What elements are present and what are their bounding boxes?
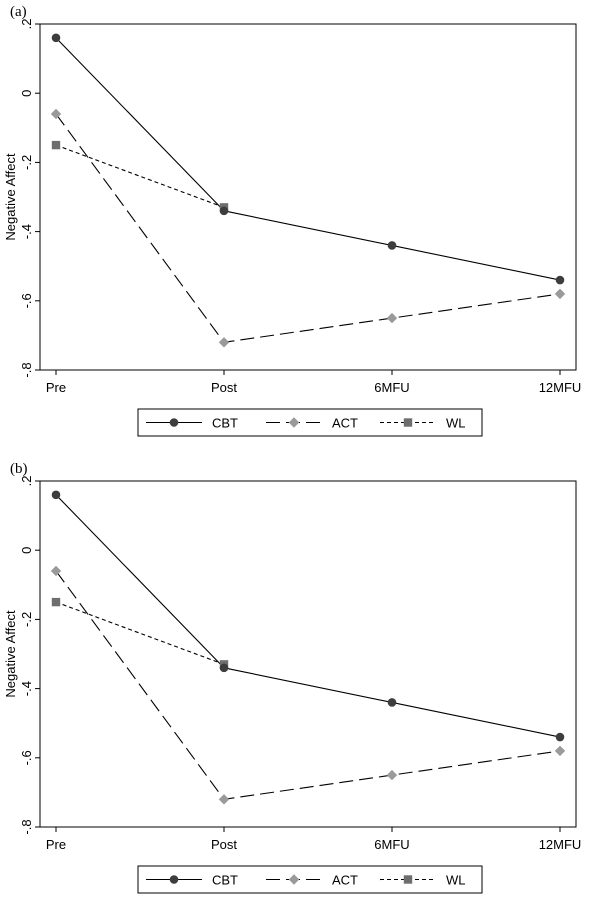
y-tick-label: -.6	[19, 293, 34, 308]
data-point-act	[554, 288, 566, 300]
y-tick-label: -.8	[19, 819, 34, 834]
series-line-wl	[55, 144, 225, 208]
series-line-wl	[55, 601, 225, 665]
x-tick-label: Pre	[46, 380, 66, 395]
data-point-cbt	[219, 206, 229, 216]
x-tick-label: 6MFU	[374, 837, 409, 852]
y-tick-label: -.2	[19, 155, 34, 170]
panel-label-b: (b)	[10, 461, 28, 477]
data-point-act	[50, 108, 62, 120]
series-line-act	[55, 570, 561, 800]
series-line-cbt	[55, 37, 561, 281]
x-tick-label: Post	[211, 380, 237, 395]
x-tick-label: 12MFU	[539, 380, 582, 395]
plot-frame	[39, 480, 577, 828]
y-tick-label: -.4	[19, 224, 34, 239]
legend-marker-cbt	[169, 418, 179, 427]
legend-label-cbt: CBT	[212, 873, 238, 888]
legend-label-cbt: CBT	[212, 416, 238, 431]
y-tick-label: .2	[19, 476, 34, 487]
data-point-act	[218, 337, 230, 348]
data-point-cbt	[387, 241, 397, 250]
y-tick-label: -.6	[19, 750, 34, 765]
data-point-cbt	[51, 33, 61, 43]
panel-label-a: (a)	[10, 4, 27, 20]
data-point-act	[554, 745, 566, 757]
line-chart-b: .2 0 -.2 -.4 -.6 -.8 Pre Post 6MFU 12MFU Negative …	[3, 476, 582, 894]
data-point-cbt	[555, 275, 565, 285]
y-tick-label: -.8	[19, 362, 34, 377]
series-line-act	[55, 113, 561, 343]
data-point-act	[50, 565, 62, 577]
y-axis-title: Negative Affect	[3, 610, 18, 698]
plot-frame	[39, 23, 577, 371]
data-point-cbt	[219, 663, 229, 673]
y-tick-label: -.2	[19, 612, 34, 627]
x-tick-label: 12MFU	[539, 837, 582, 852]
y-tick-label: -.4	[19, 681, 34, 696]
legend-label-act: ACT	[332, 416, 358, 431]
x-tick-label: 6MFU	[374, 380, 409, 395]
legend-marker-wl	[403, 418, 413, 427]
data-point-cbt	[555, 732, 565, 742]
legend-marker-act	[288, 417, 300, 428]
legend-label-wl: WL	[446, 873, 466, 888]
chart-panel-a: .2 0 -.2 -.4 -.6 -.8 Pre Post 6MFU 12MFU Negative …	[0, 0, 589, 450]
y-axis-title: Negative Affect	[3, 153, 18, 241]
y-tick-label: .2	[19, 19, 34, 30]
x-tick-label: Post	[211, 837, 237, 852]
legend-label-wl: WL	[446, 416, 466, 431]
y-tick-label: 0	[19, 547, 34, 554]
legend-marker-cbt	[169, 875, 179, 884]
line-chart-a: .2 0 -.2 -.4 -.6 -.8 Pre Post 6MFU 12MFU Negative …	[3, 19, 582, 437]
x-tick-label: Pre	[46, 837, 66, 852]
data-point-act	[218, 794, 230, 805]
data-point-act	[386, 769, 398, 781]
data-point-wl	[51, 140, 61, 150]
series-line-cbt	[55, 494, 561, 738]
data-point-cbt	[51, 490, 61, 500]
legend-marker-act	[288, 874, 300, 885]
data-point-cbt	[387, 698, 397, 707]
data-point-act	[386, 312, 398, 324]
legend-label-act: ACT	[332, 873, 358, 888]
chart-panel-b: .2 0 -.2 -.4 -.6 -.8 Pre Post 6MFU 12MFU Negative …	[0, 457, 589, 907]
y-tick-label: 0	[19, 90, 34, 97]
legend-marker-wl	[403, 875, 413, 884]
data-point-wl	[51, 597, 61, 607]
